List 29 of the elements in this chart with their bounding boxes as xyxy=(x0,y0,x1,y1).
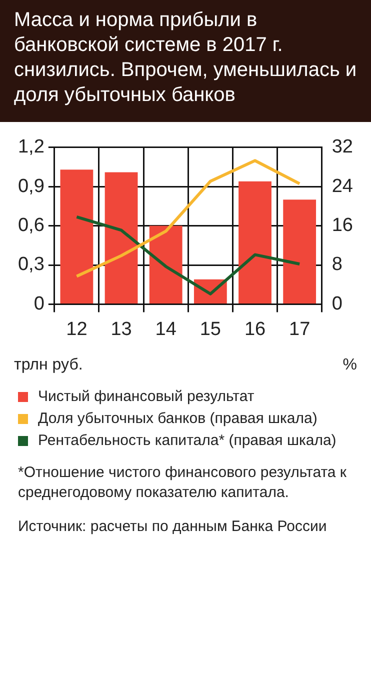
x-tick-label: 17 xyxy=(289,318,310,340)
text: Источник: расчеты по данным Банка России xyxy=(17,517,328,537)
legend-label: Рентабельность капитала* (правая шкала) xyxy=(38,432,336,449)
x-tick-label: 13 xyxy=(110,318,132,340)
x-tick-label: 16 xyxy=(244,318,266,340)
chart-title: Масса и норма прибыли в банковской системе в 2017 г. снизились. Впрочем, уменьшилась и доля убыточных банков xyxy=(0,0,371,122)
bar xyxy=(283,200,316,304)
x-tick-label: 14 xyxy=(155,318,177,340)
y2-tick-label: 32 xyxy=(332,136,354,158)
y-axis-title: трлн руб. xyxy=(14,356,83,374)
y-tick-label: 1,2 xyxy=(18,136,44,158)
legend-label: Чистый финансовый результат xyxy=(38,388,254,405)
bar xyxy=(238,181,272,304)
legend-label: Доля убыточных банков (правая шкала) xyxy=(38,410,318,427)
bar xyxy=(149,226,182,304)
bar xyxy=(104,172,138,304)
x-tick-label: 12 xyxy=(66,318,88,340)
y2-tick-label: 0 xyxy=(332,293,342,314)
y2-tick-label: 24 xyxy=(332,176,354,197)
y2-tick-label: 8 xyxy=(332,254,342,276)
y-tick-label: 0,9 xyxy=(18,176,44,197)
y-tick-label: 0,3 xyxy=(18,254,44,276)
y2-tick-label: 16 xyxy=(332,215,354,236)
y-tick-label: 0 xyxy=(34,293,44,314)
x-tick-label: 15 xyxy=(200,318,221,340)
y-tick-label: 0,6 xyxy=(18,215,44,236)
y2-axis-title: % xyxy=(342,356,357,374)
bar xyxy=(60,170,94,304)
text: *Отношение чистого финансового результата к среднегодовому показателю капитала. xyxy=(17,463,348,503)
